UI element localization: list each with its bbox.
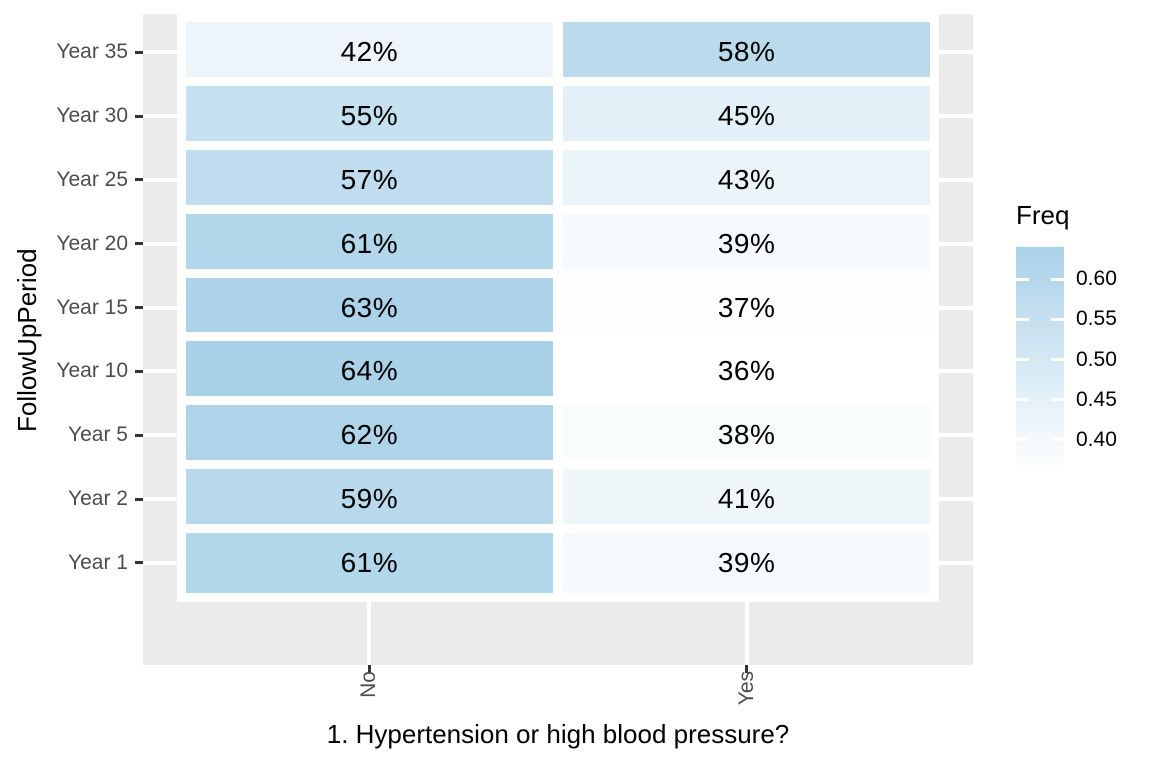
x-tick-label: Yes bbox=[734, 671, 758, 706]
y-axis-tick bbox=[135, 561, 143, 565]
y-tick-label: Year 2 bbox=[68, 487, 128, 511]
legend-tick-right bbox=[1051, 358, 1064, 361]
legend-tick-left bbox=[1016, 438, 1029, 442]
y-tick-label: Year 25 bbox=[56, 167, 128, 191]
tile-value-label: 45% bbox=[717, 100, 776, 132]
y-tick-label: Year 35 bbox=[56, 40, 128, 64]
legend-title: Freq bbox=[1016, 200, 1070, 230]
tile-value-label: 41% bbox=[717, 483, 776, 515]
y-axis-tick bbox=[135, 306, 143, 310]
legend-tick-label: 0.60 bbox=[1076, 267, 1117, 291]
tile-value-label: 63% bbox=[340, 291, 399, 323]
y-axis-tick bbox=[135, 433, 143, 437]
y-axis-tick bbox=[135, 369, 143, 373]
heatmap-tile: 61% bbox=[176, 523, 562, 602]
x-axis-tick bbox=[367, 665, 371, 673]
x-axis-title: 1. Hypertension or high blood pressure? bbox=[326, 719, 790, 749]
tile-value-label: 42% bbox=[340, 36, 399, 68]
y-axis-tick bbox=[135, 50, 143, 54]
heatmap-tile: 43% bbox=[554, 140, 940, 219]
tile-value-label: 38% bbox=[717, 419, 776, 451]
legend-tick-left bbox=[1016, 398, 1029, 402]
y-axis-title: FollowUpPeriod bbox=[12, 248, 42, 432]
legend-tick-label: 0.50 bbox=[1076, 347, 1117, 371]
legend-tick-right bbox=[1051, 277, 1064, 281]
tile-value-label: 57% bbox=[340, 163, 399, 195]
y-tick-label: Year 20 bbox=[56, 231, 128, 255]
legend-tick-label: 0.40 bbox=[1076, 427, 1117, 451]
tile-value-label: 43% bbox=[717, 163, 776, 195]
legend-tick-left bbox=[1016, 358, 1029, 361]
y-axis-tick bbox=[135, 178, 143, 182]
legend-tick-right bbox=[1051, 438, 1064, 442]
legend-tick-label: 0.55 bbox=[1076, 307, 1117, 331]
y-tick-label: Year 30 bbox=[56, 104, 128, 128]
y-axis-tick bbox=[135, 497, 143, 501]
x-axis-tick bbox=[745, 665, 749, 673]
tile-value-label: 62% bbox=[340, 419, 399, 451]
tile-value-label: 61% bbox=[340, 227, 399, 259]
tile-value-label: 64% bbox=[340, 355, 399, 387]
legend-tick-left bbox=[1016, 277, 1029, 281]
tile-value-label: 39% bbox=[717, 227, 776, 259]
y-tick-label: Year 15 bbox=[56, 295, 128, 319]
y-tick-label: Year 1 bbox=[68, 550, 128, 574]
legend-tick-right bbox=[1051, 398, 1064, 402]
tile-value-label: 61% bbox=[340, 546, 399, 578]
legend-tick-right bbox=[1051, 317, 1064, 321]
y-axis-tick bbox=[135, 242, 143, 246]
y-tick-label: Year 10 bbox=[56, 359, 128, 383]
heatmap-tile: 41% bbox=[554, 460, 940, 539]
legend-tick-left bbox=[1016, 317, 1029, 321]
tile-value-label: 36% bbox=[717, 355, 776, 387]
tile-value-label: 37% bbox=[717, 291, 776, 323]
tile-value-label: 55% bbox=[340, 100, 399, 132]
y-axis-tick bbox=[135, 114, 143, 118]
tile-value-label: 39% bbox=[717, 546, 776, 578]
heatmap-tile: 39% bbox=[554, 523, 940, 602]
tile-value-label: 58% bbox=[717, 36, 776, 68]
y-tick-label: Year 5 bbox=[68, 423, 128, 447]
legend-tick-label: 0.45 bbox=[1076, 387, 1117, 411]
x-tick-label: No bbox=[357, 671, 381, 698]
tile-value-label: 59% bbox=[340, 483, 399, 515]
